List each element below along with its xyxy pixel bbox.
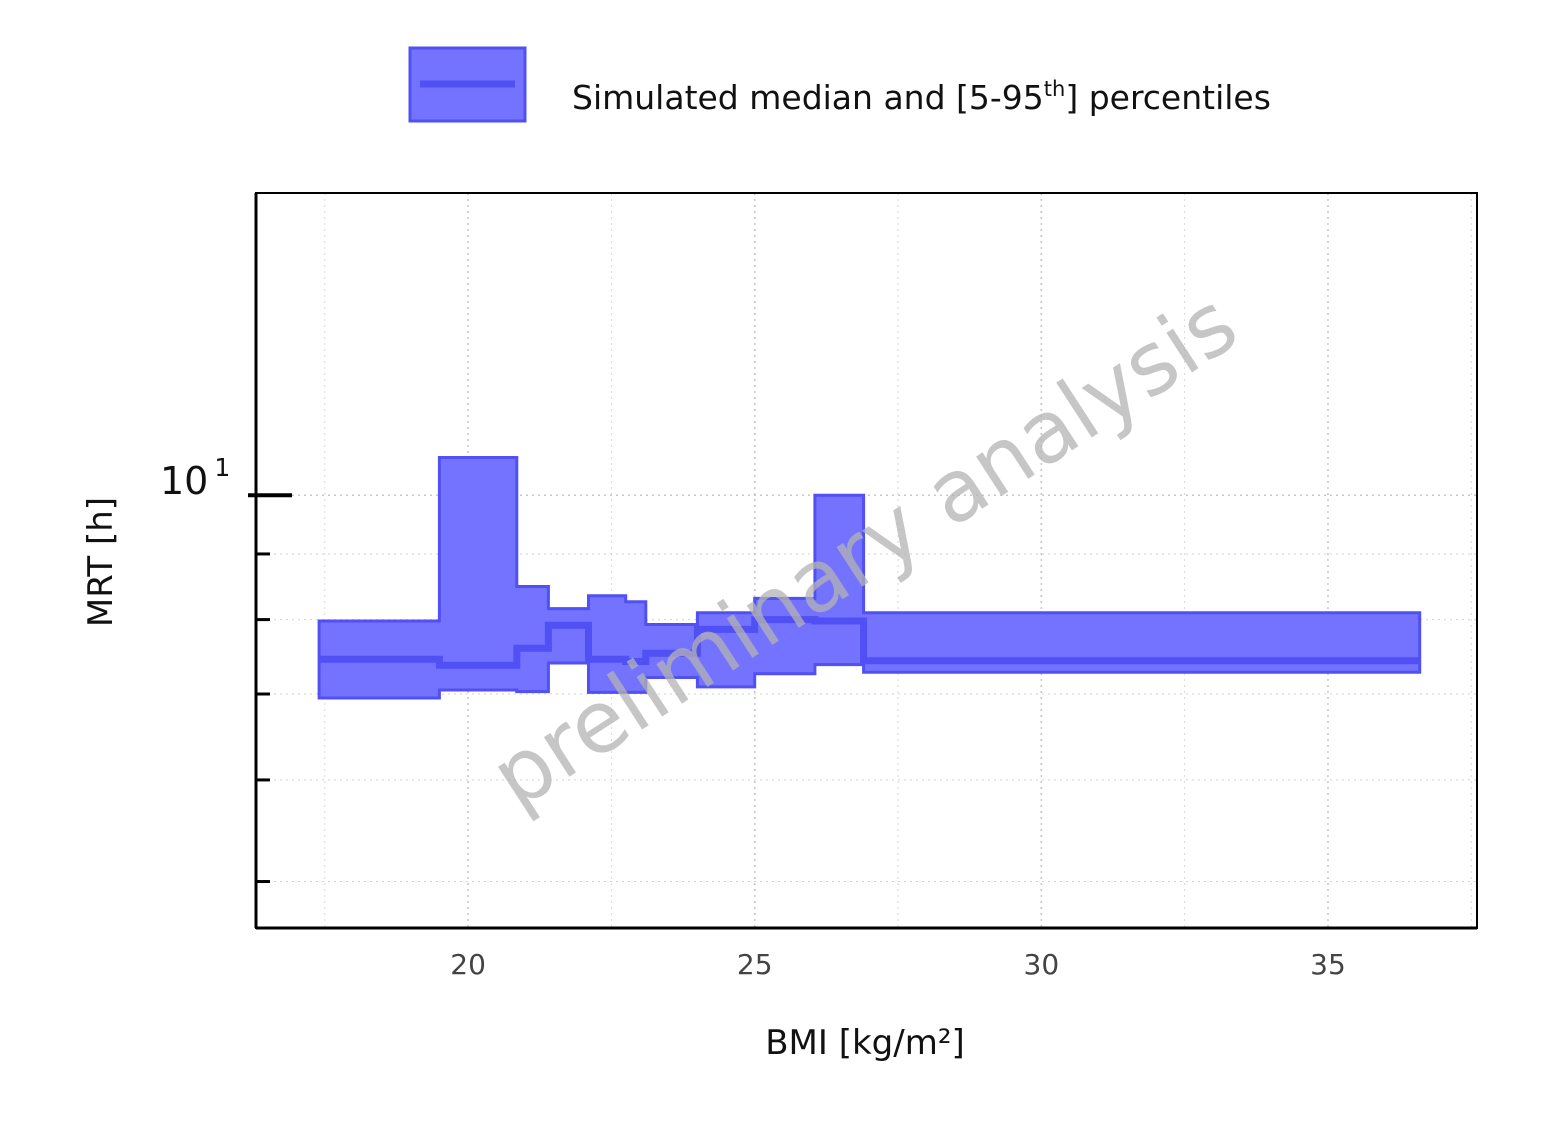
y-axis-title: MRT [h]: [81, 497, 121, 627]
percentile-band: [317, 456, 1422, 700]
watermark: preliminary analysis: [474, 273, 1254, 828]
x-tick-label: 35: [1310, 948, 1346, 981]
x-tick-label: 25: [737, 948, 773, 981]
legend-label: Simulated median and [5-95th] percentile…: [572, 77, 1271, 117]
legend: Simulated median and [5-95th] percentile…: [408, 46, 1271, 123]
x-axis-title: BMI [kg/m²]: [765, 1023, 965, 1063]
median-line: [319, 616, 1420, 669]
y-tick-label: 10 1: [160, 453, 230, 503]
x-tick-label: 20: [450, 948, 486, 981]
x-tick-label: 30: [1024, 948, 1060, 981]
median-step-line: [319, 616, 1420, 669]
axis-ticks: [248, 493, 292, 884]
percentile-bands: [317, 456, 1422, 700]
x-tick-labels: 20 25 30 35: [450, 948, 1345, 981]
